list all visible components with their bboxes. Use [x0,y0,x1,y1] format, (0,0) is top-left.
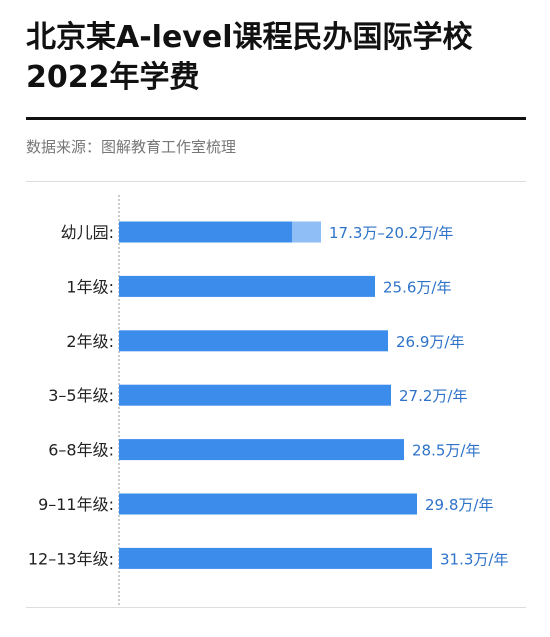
data-label: 31.3万/年 [440,550,508,568]
title-rule [26,117,526,120]
bar [119,221,292,243]
data-source: 数据来源：图解教育工作室梳理 [26,138,237,156]
category-label: 6–8年级: [48,441,114,460]
separator-top [26,181,526,182]
separator-bottom [26,607,526,608]
data-label: 27.2万/年 [399,387,467,405]
data-label: 17.3万–20.2万/年 [329,224,453,242]
bar [119,493,417,515]
data-label: 25.6万/年 [383,278,451,296]
category-label: 1年级: [66,277,114,296]
data-label: 29.8万/年 [425,496,493,514]
data-label: 26.9万/年 [396,333,464,351]
bar [119,384,391,406]
category-label: 2年级: [66,332,114,351]
category-label: 幼儿园: [61,223,114,242]
bar [119,330,388,352]
category-label: 9–11年级: [38,495,114,514]
bar [119,275,375,297]
bar [119,547,432,569]
data-label: 28.5万/年 [412,442,480,460]
chart-title: 北京某A-level课程民办国际学校2022年学费 [26,20,473,95]
bar [119,439,404,461]
bars-layer: 幼儿园: 17.3万–20.2万/年 1年级: 25.6万/年 2年级: 26.9万/年 3… [28,221,508,569]
category-label: 3–5年级: [48,386,114,405]
category-label: 12–13年级: [28,549,114,568]
bar-range-extension [292,221,321,243]
